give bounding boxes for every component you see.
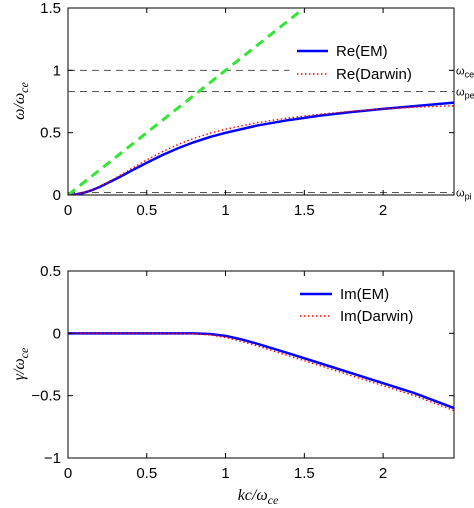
top-xtick-label: 2 bbox=[379, 202, 387, 219]
bottom-xtick-label: 1.5 bbox=[294, 465, 315, 482]
bottom-xtick-label: 0 bbox=[64, 465, 72, 482]
top-xtick-label: 0 bbox=[64, 202, 72, 219]
bottom-x-axis-label: kc/ωce bbox=[238, 487, 279, 507]
bottom-xtick-label: 2 bbox=[379, 465, 387, 482]
bottom-ytick-label: 0 bbox=[53, 325, 61, 342]
hline-label-1: ωpe bbox=[456, 87, 474, 101]
bottom-legend: Im(EM) Im(Darwin) bbox=[294, 279, 451, 333]
top-xtick-label: 0.5 bbox=[136, 202, 157, 219]
legend-label-im-em: Im(EM) bbox=[340, 286, 389, 303]
top-legend: Re(EM) Re(Darwin) bbox=[289, 35, 449, 91]
hline-label-2: ωpi bbox=[456, 188, 472, 202]
top-ytick-label: 1.5 bbox=[40, 0, 61, 17]
top-xtick-label: 1.5 bbox=[294, 202, 315, 219]
top-chart: 0 0.5 1 1.5 2 0 0.5 1 1.5 ωce ωpe ωpi Re(EM) Re(D… bbox=[11, 0, 474, 219]
top-series-0-line bbox=[68, 101, 454, 195]
legend-label-re-em: Re(EM) bbox=[336, 43, 388, 60]
bottom-y-axis-label: γ/ωce bbox=[11, 347, 31, 380]
top-ytick-label: 0.5 bbox=[40, 125, 61, 142]
bottom-ytick-label: −1 bbox=[44, 450, 61, 467]
bottom-ytick-label: 0.5 bbox=[40, 263, 61, 280]
bottom-chart: 0 0.5 1 1.5 2 −1 −0.5 0 0.5 Im(EM) Im(Darwin) γ… bbox=[11, 263, 455, 507]
top-ytick-label: 0 bbox=[53, 187, 61, 204]
top-ytick-label: 1 bbox=[53, 62, 61, 79]
top-legend-box bbox=[289, 35, 449, 91]
top-series-2-line bbox=[68, 8, 306, 195]
legend-label-im-darwin: Im(Darwin) bbox=[340, 308, 413, 325]
top-xtick-label: 1 bbox=[221, 202, 229, 219]
bottom-series-0-line bbox=[68, 332, 454, 410]
legend-label-re-darwin: Re(Darwin) bbox=[336, 66, 412, 83]
bottom-legend-box bbox=[294, 279, 451, 333]
bottom-xtick-label: 0.5 bbox=[136, 465, 157, 482]
top-y-axis-label: ω/ωce bbox=[11, 81, 31, 119]
bottom-ytick-label: −0.5 bbox=[31, 388, 61, 405]
bottom-xtick-label: 1 bbox=[221, 465, 229, 482]
hline-label-0: ωce bbox=[456, 65, 474, 79]
